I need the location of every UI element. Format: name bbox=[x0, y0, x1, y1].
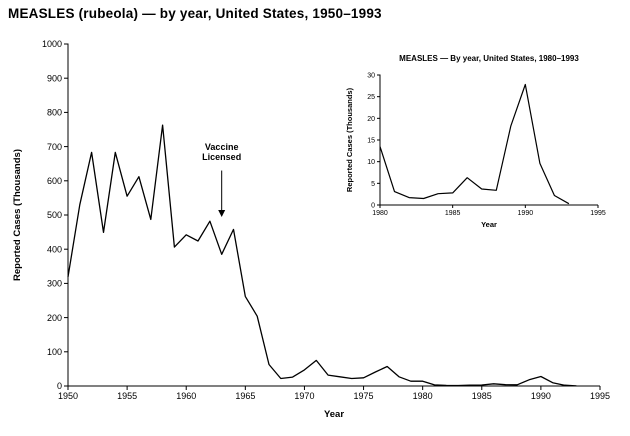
y-tick-label: 10 bbox=[367, 159, 375, 166]
x-tick-label: 1965 bbox=[235, 391, 255, 401]
annotation-text: Vaccine bbox=[205, 142, 239, 152]
y-tick-label: 500 bbox=[47, 210, 62, 220]
inset-chart: 0 5 10 15 20 25 30 1980 1985 1990 1995 Year Reported… bbox=[345, 54, 606, 229]
y-tick-label: 0 bbox=[57, 381, 62, 391]
x-tick-label: 1960 bbox=[176, 391, 196, 401]
y-tick-label: 1000 bbox=[42, 39, 62, 49]
y-tick-label: 15 bbox=[367, 137, 375, 144]
x-tick-label: 1955 bbox=[117, 391, 137, 401]
data-line bbox=[67, 124, 577, 387]
x-tick-label: 1995 bbox=[590, 210, 606, 217]
y-tick-label: 400 bbox=[47, 244, 62, 254]
x-tick-label: 1950 bbox=[58, 391, 78, 401]
x-tick-label: 1995 bbox=[590, 391, 610, 401]
inset-title: MEASLES — By year, United States, 1980–1… bbox=[399, 54, 579, 63]
y-tick-label: 0 bbox=[371, 202, 375, 209]
x-axis-label: Year bbox=[324, 409, 344, 420]
x-tick-label: 1975 bbox=[354, 391, 374, 401]
y-tick-label: 900 bbox=[47, 73, 62, 83]
y-axis-label: Reported Cases (Thousands) bbox=[345, 87, 354, 192]
y-tick-label: 600 bbox=[47, 176, 62, 186]
x-tick-label: 1980 bbox=[413, 391, 433, 401]
y-tick-label: 25 bbox=[367, 94, 375, 101]
annotation-arrowhead bbox=[218, 210, 226, 218]
x-axis-label: Year bbox=[481, 220, 497, 229]
data-line bbox=[379, 83, 570, 205]
page-title: MEASLES (rubeola) — by year, United Stat… bbox=[8, 6, 382, 21]
x-tick-label: 1970 bbox=[294, 391, 314, 401]
x-tick-label: 1985 bbox=[445, 210, 461, 217]
annotation-text: Licensed bbox=[202, 152, 241, 162]
y-tick-label: 800 bbox=[47, 108, 62, 118]
x-tick-label: 1985 bbox=[472, 391, 492, 401]
x-tick-label: 1990 bbox=[518, 210, 534, 217]
y-tick-label: 100 bbox=[47, 347, 62, 357]
y-tick-label: 30 bbox=[367, 72, 375, 79]
y-axis-label: Reported Cases (Thousands) bbox=[12, 149, 23, 281]
x-tick-label: 1990 bbox=[531, 391, 551, 401]
y-tick-label: 20 bbox=[367, 116, 375, 123]
y-tick-label: 200 bbox=[47, 313, 62, 323]
x-tick-label: 1980 bbox=[372, 210, 388, 217]
y-tick-label: 700 bbox=[47, 142, 62, 152]
y-tick-label: 5 bbox=[371, 181, 375, 188]
y-tick-label: 300 bbox=[47, 279, 62, 289]
